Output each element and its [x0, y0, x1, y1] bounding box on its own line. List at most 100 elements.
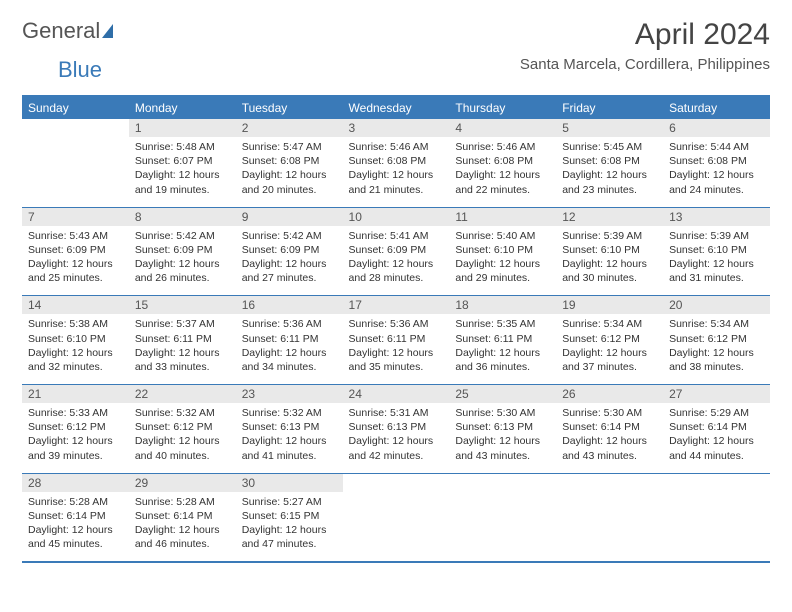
- daylight-text: and 37 minutes.: [562, 360, 657, 374]
- day-body: Sunrise: 5:34 AMSunset: 6:12 PMDaylight:…: [663, 314, 770, 384]
- sunset-text: Sunset: 6:14 PM: [669, 420, 764, 434]
- calendar-cell: [343, 473, 450, 562]
- calendar-cell: 29Sunrise: 5:28 AMSunset: 6:14 PMDayligh…: [129, 473, 236, 562]
- col-fri: Friday: [556, 96, 663, 119]
- calendar-cell: 27 Sunrise: 5:29 AMSunset: 6:14 PMDayligh…: [663, 385, 770, 474]
- day-body: Sunrise: 5:31 AMSunset: 6:13 PMDaylight:…: [343, 403, 450, 473]
- day-number: 15: [129, 296, 236, 314]
- daylight-text: Daylight: 12 hours: [135, 346, 230, 360]
- day-number: 19: [556, 296, 663, 314]
- sunrise-text: Sunrise: 5:44 AM: [669, 140, 764, 154]
- sunset-text: Sunset: 6:09 PM: [28, 243, 123, 257]
- day-number: 13: [663, 208, 770, 226]
- day-body: Sunrise: 5:32 AMSunset: 6:12 PMDaylight:…: [129, 403, 236, 473]
- calendar-cell: 17Sunrise: 5:36 AMSunset: 6:11 PMDayligh…: [343, 296, 450, 385]
- sunrise-text: Sunrise: 5:36 AM: [349, 317, 444, 331]
- daylight-text: and 42 minutes.: [349, 449, 444, 463]
- daylight-text: Daylight: 12 hours: [242, 434, 337, 448]
- calendar-cell: 8Sunrise: 5:42 AMSunset: 6:09 PMDaylight…: [129, 207, 236, 296]
- day-body: Sunrise: 5:39 AMSunset: 6:10 PMDaylight:…: [556, 226, 663, 296]
- daylight-text: and 36 minutes.: [455, 360, 550, 374]
- col-sun: Sunday: [22, 96, 129, 119]
- daylight-text: and 43 minutes.: [455, 449, 550, 463]
- daylight-text: Daylight: 12 hours: [349, 257, 444, 271]
- sunrise-text: Sunrise: 5:42 AM: [135, 229, 230, 243]
- sunset-text: Sunset: 6:11 PM: [242, 332, 337, 346]
- day-number: 20: [663, 296, 770, 314]
- day-number: 10: [343, 208, 450, 226]
- daylight-text: Daylight: 12 hours: [562, 257, 657, 271]
- day-body: [663, 478, 770, 538]
- calendar-cell: 10Sunrise: 5:41 AMSunset: 6:09 PMDayligh…: [343, 207, 450, 296]
- day-body: Sunrise: 5:28 AMSunset: 6:14 PMDaylight:…: [129, 492, 236, 562]
- calendar-week: 1Sunrise: 5:48 AMSunset: 6:07 PMDaylight…: [22, 119, 770, 207]
- sunrise-text: Sunrise: 5:31 AM: [349, 406, 444, 420]
- sunrise-text: Sunrise: 5:46 AM: [349, 140, 444, 154]
- sunset-text: Sunset: 6:14 PM: [28, 509, 123, 523]
- sunset-text: Sunset: 6:12 PM: [28, 420, 123, 434]
- calendar-cell: 20Sunrise: 5:34 AMSunset: 6:12 PMDayligh…: [663, 296, 770, 385]
- day-number: 5: [556, 119, 663, 137]
- sunrise-text: Sunrise: 5:32 AM: [242, 406, 337, 420]
- sunrise-text: Sunrise: 5:34 AM: [562, 317, 657, 331]
- daylight-text: Daylight: 12 hours: [135, 523, 230, 537]
- sunrise-text: Sunrise: 5:33 AM: [28, 406, 123, 420]
- daylight-text: and 47 minutes.: [242, 537, 337, 551]
- col-mon: Monday: [129, 96, 236, 119]
- day-number: 8: [129, 208, 236, 226]
- day-body: Sunrise: 5:30 AMSunset: 6:14 PMDaylight:…: [556, 403, 663, 473]
- day-number: 27: [663, 385, 770, 403]
- day-body: Sunrise: 5:42 AMSunset: 6:09 PMDaylight:…: [129, 226, 236, 296]
- sunrise-text: Sunrise: 5:30 AM: [455, 406, 550, 420]
- calendar-cell: 28Sunrise: 5:28 AMSunset: 6:14 PMDayligh…: [22, 473, 129, 562]
- sunset-text: Sunset: 6:09 PM: [135, 243, 230, 257]
- daylight-text: and 39 minutes.: [28, 449, 123, 463]
- calendar-cell: 22Sunrise: 5:32 AMSunset: 6:12 PMDayligh…: [129, 385, 236, 474]
- sunrise-text: Sunrise: 5:48 AM: [135, 140, 230, 154]
- daylight-text: Daylight: 12 hours: [669, 434, 764, 448]
- daylight-text: and 20 minutes.: [242, 183, 337, 197]
- sunrise-text: Sunrise: 5:46 AM: [455, 140, 550, 154]
- daylight-text: Daylight: 12 hours: [28, 257, 123, 271]
- daylight-text: Daylight: 12 hours: [242, 257, 337, 271]
- calendar-cell: 11Sunrise: 5:40 AMSunset: 6:10 PMDayligh…: [449, 207, 556, 296]
- sunset-text: Sunset: 6:12 PM: [135, 420, 230, 434]
- day-body: Sunrise: 5:46 AMSunset: 6:08 PMDaylight:…: [449, 137, 556, 207]
- daylight-text: and 26 minutes.: [135, 271, 230, 285]
- day-number: 6: [663, 119, 770, 137]
- sunrise-text: Sunrise: 5:38 AM: [28, 317, 123, 331]
- day-number: 26: [556, 385, 663, 403]
- sunrise-text: Sunrise: 5:47 AM: [242, 140, 337, 154]
- sunrise-text: Sunrise: 5:27 AM: [242, 495, 337, 509]
- day-number: 3: [343, 119, 450, 137]
- sunrise-text: Sunrise: 5:29 AM: [669, 406, 764, 420]
- daylight-text: and 27 minutes.: [242, 271, 337, 285]
- day-body: Sunrise: 5:41 AMSunset: 6:09 PMDaylight:…: [343, 226, 450, 296]
- sunset-text: Sunset: 6:11 PM: [349, 332, 444, 346]
- col-tue: Tuesday: [236, 96, 343, 119]
- daylight-text: Daylight: 12 hours: [28, 346, 123, 360]
- sunset-text: Sunset: 6:13 PM: [242, 420, 337, 434]
- sunset-text: Sunset: 6:08 PM: [455, 154, 550, 168]
- day-body: Sunrise: 5:47 AMSunset: 6:08 PMDaylight:…: [236, 137, 343, 207]
- daylight-text: Daylight: 12 hours: [455, 434, 550, 448]
- calendar-cell: 19Sunrise: 5:34 AMSunset: 6:12 PMDayligh…: [556, 296, 663, 385]
- sunrise-text: Sunrise: 5:37 AM: [135, 317, 230, 331]
- day-number: 18: [449, 296, 556, 314]
- day-number: 17: [343, 296, 450, 314]
- day-body: Sunrise: 5:30 AMSunset: 6:13 PMDaylight:…: [449, 403, 556, 473]
- day-number: 22: [129, 385, 236, 403]
- calendar-cell: [663, 473, 770, 562]
- sunrise-text: Sunrise: 5:32 AM: [135, 406, 230, 420]
- calendar-week: 14Sunrise: 5:38 AMSunset: 6:10 PMDayligh…: [22, 296, 770, 385]
- calendar-cell: 4Sunrise: 5:46 AMSunset: 6:08 PMDaylight…: [449, 119, 556, 207]
- sunrise-text: Sunrise: 5:39 AM: [562, 229, 657, 243]
- daylight-text: and 23 minutes.: [562, 183, 657, 197]
- sunset-text: Sunset: 6:08 PM: [562, 154, 657, 168]
- daylight-text: Daylight: 12 hours: [562, 168, 657, 182]
- daylight-text: Daylight: 12 hours: [135, 434, 230, 448]
- day-body: Sunrise: 5:36 AMSunset: 6:11 PMDaylight:…: [236, 314, 343, 384]
- day-body: Sunrise: 5:27 AMSunset: 6:15 PMDaylight:…: [236, 492, 343, 562]
- daylight-text: and 28 minutes.: [349, 271, 444, 285]
- daylight-text: and 38 minutes.: [669, 360, 764, 374]
